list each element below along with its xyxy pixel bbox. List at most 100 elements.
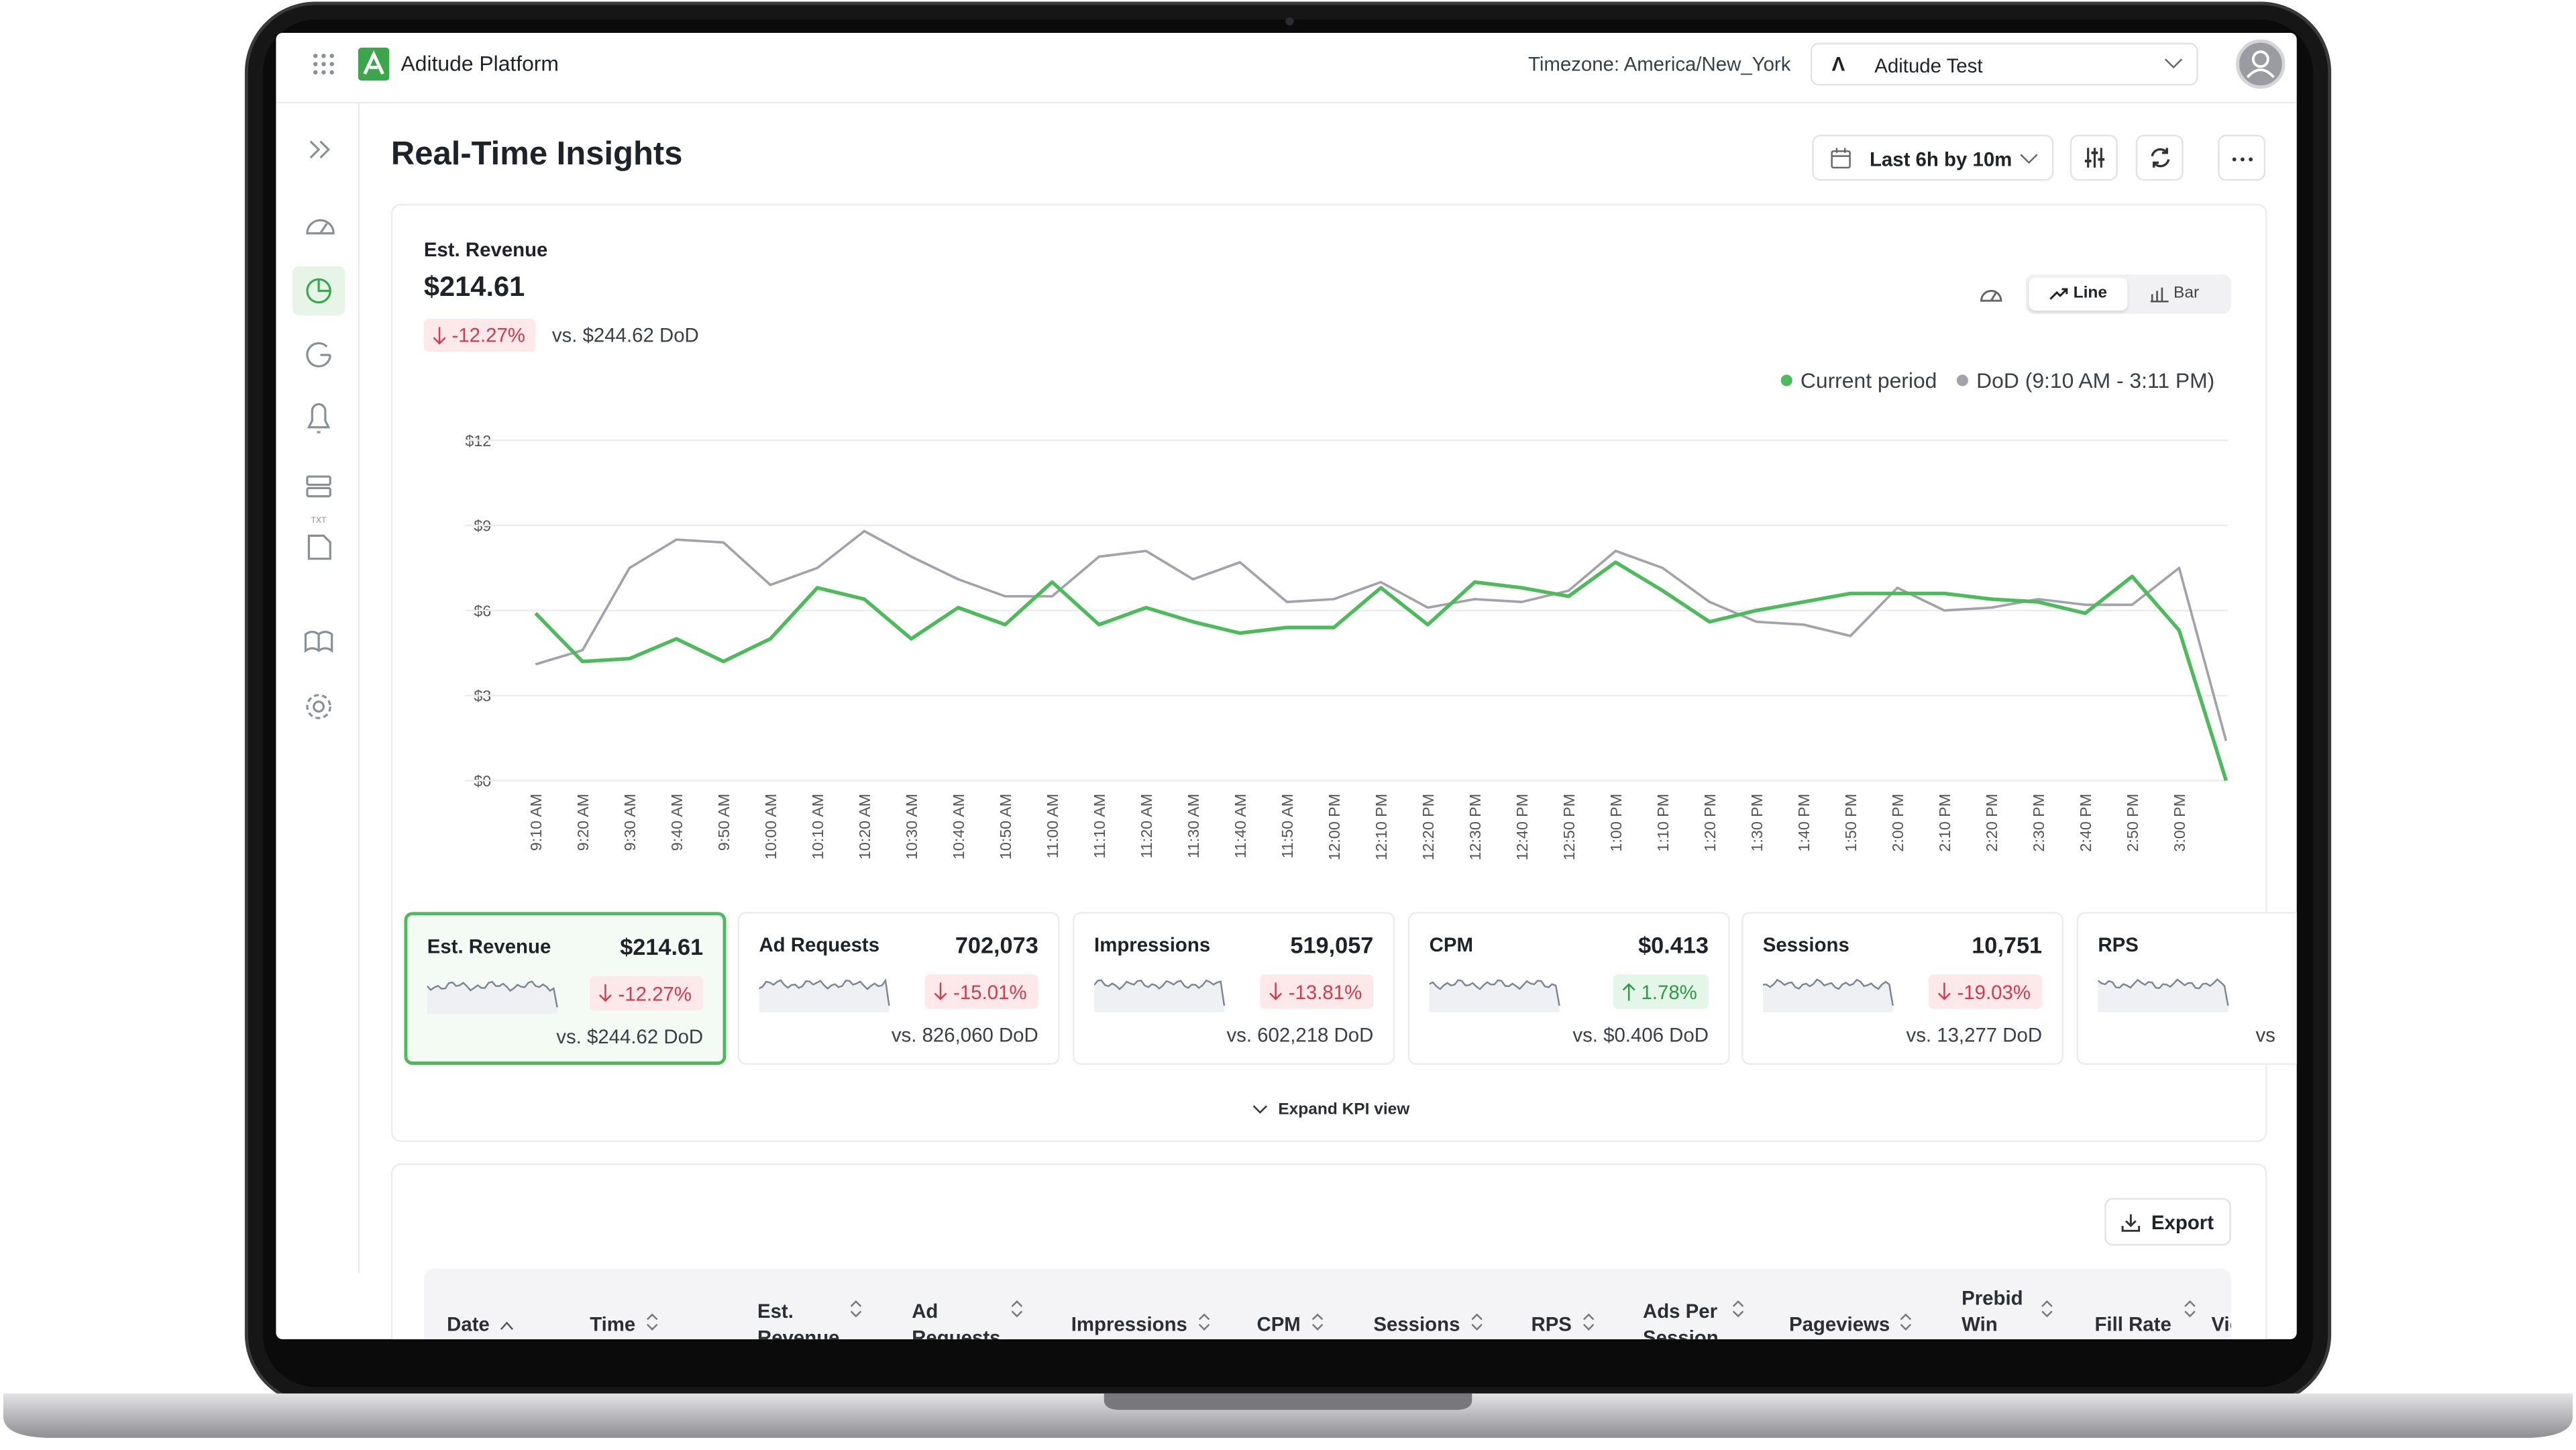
- range-select[interactable]: Last 6h by 10m: [1812, 134, 2054, 181]
- x-tick-label: 11:40 AM: [1232, 794, 1249, 859]
- column-label: Est. Revenue: [757, 1300, 840, 1339]
- x-tick-label: 2:20 PM: [1983, 794, 2000, 852]
- sparkline-line: [759, 978, 890, 1006]
- x-tick-label: 10:10 AM: [809, 794, 826, 860]
- column-label: CPM: [1256, 1312, 1301, 1337]
- kpi-card[interactable]: Sessions 10,751 -19.03% vs. 13,277 DoD: [1741, 912, 2063, 1065]
- column-header[interactable]: Est. Revenue: [757, 1269, 862, 1339]
- x-tick-label: 1:10 PM: [1654, 794, 1672, 852]
- screen: Aditude Platform Timezone: America/New_Y…: [276, 32, 2297, 1339]
- sparkline-line: [1429, 979, 1560, 1006]
- kpi-card[interactable]: Ad Requests 702,073 -15.01% vs. 826,060 DoD: [737, 912, 1060, 1065]
- more-button[interactable]: [2218, 134, 2266, 181]
- metric-comparison: vs. $244.62 DoD: [551, 323, 699, 347]
- kpi-card[interactable]: Impressions 519,057 -13.81% vs. 602,218 DoD: [1073, 912, 1395, 1065]
- legend-item: Current period: [1780, 368, 1937, 393]
- timezone: Timezone: America/New_York: [1527, 52, 1791, 76]
- x-tick-label: 3:00 PM: [2171, 794, 2188, 852]
- kpi-card[interactable]: CPM $0.413 1.78% vs. $0.406 DoD: [1407, 912, 1730, 1065]
- x-tick-label: 1:00 PM: [1607, 794, 1625, 852]
- metric-label: Est. Revenue: [423, 238, 548, 262]
- column-label: Ad Requests: [912, 1300, 1001, 1339]
- kpi-label: RPS: [2098, 933, 2139, 957]
- column-label: Sessions: [1373, 1312, 1460, 1337]
- account-select[interactable]: Λ Aditude Test: [1810, 42, 2198, 86]
- kpi-value: $214.61: [620, 933, 704, 960]
- column-header[interactable]: CPM: [1256, 1269, 1454, 1339]
- legend: Current period DoD (9:10 AM - 3:11 PM): [1780, 368, 2214, 393]
- column-header[interactable]: Pageviews: [1789, 1269, 1986, 1339]
- x-tick-label: 12:00 PM: [1326, 794, 1343, 861]
- sparkline-line: [427, 980, 558, 1008]
- x-tick-label: 2:00 PM: [1889, 794, 1907, 852]
- sparkline-area: [1429, 980, 1560, 1013]
- column-header[interactable]: Ad Requests: [912, 1269, 1023, 1339]
- sort-icon: [500, 1311, 515, 1337]
- column-label: Impressions: [1071, 1312, 1187, 1337]
- brand: Aditude Platform: [400, 50, 559, 76]
- column-label: Pageviews: [1788, 1312, 1890, 1337]
- filter-button[interactable]: [2070, 134, 2118, 181]
- toggle-bar[interactable]: Bar: [2131, 278, 2227, 311]
- sort-icon: [1310, 1311, 1324, 1337]
- column-header[interactable]: RPS: [1531, 1269, 1728, 1339]
- x-tick-label: 9:30 AM: [621, 794, 639, 851]
- apps-icon[interactable]: [312, 52, 335, 75]
- metric-change: -12.27%: [423, 319, 535, 352]
- avatar[interactable]: [2236, 39, 2286, 89]
- column-header[interactable]: Ads Per Session: [1643, 1269, 1745, 1339]
- kpi-change: -13.81%: [1260, 974, 1374, 1009]
- sort-icon: [645, 1311, 659, 1337]
- table-header: Date Time Est. Revenue Ad Requests Impressio…: [423, 1268, 2231, 1339]
- column-label: Viewability: [2211, 1312, 2231, 1337]
- sparkline: [427, 980, 558, 1015]
- export-label: Export: [2151, 1210, 2214, 1233]
- kpi-change: -15.01%: [925, 974, 1038, 1009]
- column-header[interactable]: Fill Rate: [2094, 1269, 2196, 1339]
- sparkline: [1429, 979, 1560, 1013]
- column-header[interactable]: Viewability: [2211, 1269, 2231, 1339]
- x-tick-label: 1:20 PM: [1701, 794, 1719, 852]
- column-header[interactable]: Sessions: [1373, 1269, 1570, 1339]
- expand-label: Expand KPI view: [1278, 1100, 1410, 1119]
- x-tick-label: 12:20 PM: [1419, 794, 1437, 861]
- sparkline-line: [1094, 979, 1226, 1006]
- gauge-icon[interactable]: [1980, 284, 2002, 304]
- calendar-icon: [1831, 148, 1851, 169]
- kpi-label: Ad Requests: [759, 933, 880, 957]
- export-button[interactable]: Export: [2104, 1198, 2231, 1246]
- column-label: RPS: [1531, 1312, 1572, 1337]
- toggle-line[interactable]: Line: [2029, 277, 2128, 311]
- column-header[interactable]: Date: [447, 1269, 644, 1339]
- x-tick-label: 1:30 PM: [1748, 794, 1766, 852]
- refresh-button[interactable]: [2135, 134, 2184, 181]
- column-label: Ads Per Session: [1643, 1300, 1719, 1339]
- expand-kpi[interactable]: Expand KPI view: [1252, 1101, 1409, 1119]
- kpi-card[interactable]: RPS vs: [2076, 912, 2297, 1065]
- kpi-change-text: 1.78%: [1641, 980, 1697, 1004]
- sort-icon: [2041, 1298, 2054, 1325]
- sparkline-area: [759, 980, 890, 1013]
- x-tick-label: 10:20 AM: [856, 794, 873, 860]
- chevron: [2164, 58, 2183, 69]
- sparkline-area: [1094, 980, 1224, 1013]
- kpi-comparison: vs. 13,277 DoD: [1906, 1023, 2043, 1047]
- x-tick-label: 10:40 AM: [950, 794, 967, 860]
- column-label: Prebid Win Rate: [1962, 1286, 2023, 1339]
- kpi-card[interactable]: Est. Revenue $214.61 -12.27% vs. $244.62 Do…: [404, 912, 727, 1065]
- sparkline-line: [2098, 978, 2229, 1006]
- column-header[interactable]: Impressions: [1071, 1269, 1269, 1339]
- kpi-label: Est. Revenue: [427, 935, 551, 958]
- column-header[interactable]: Time: [590, 1269, 787, 1339]
- sort-icon: [849, 1298, 863, 1325]
- sort-icon: [1197, 1311, 1211, 1337]
- series-line: [535, 529, 2228, 741]
- logo[interactable]: [358, 48, 390, 81]
- column-header[interactable]: Prebid Win Rate: [1962, 1269, 2063, 1339]
- sort-icon: [1731, 1298, 1745, 1325]
- kpi-change-text: -15.01%: [953, 980, 1027, 1004]
- kpi-comparison: vs: [2255, 1023, 2275, 1047]
- x-tick-label: 2:50 PM: [2124, 794, 2141, 852]
- x-tick-label: 11:50 AM: [1279, 794, 1296, 859]
